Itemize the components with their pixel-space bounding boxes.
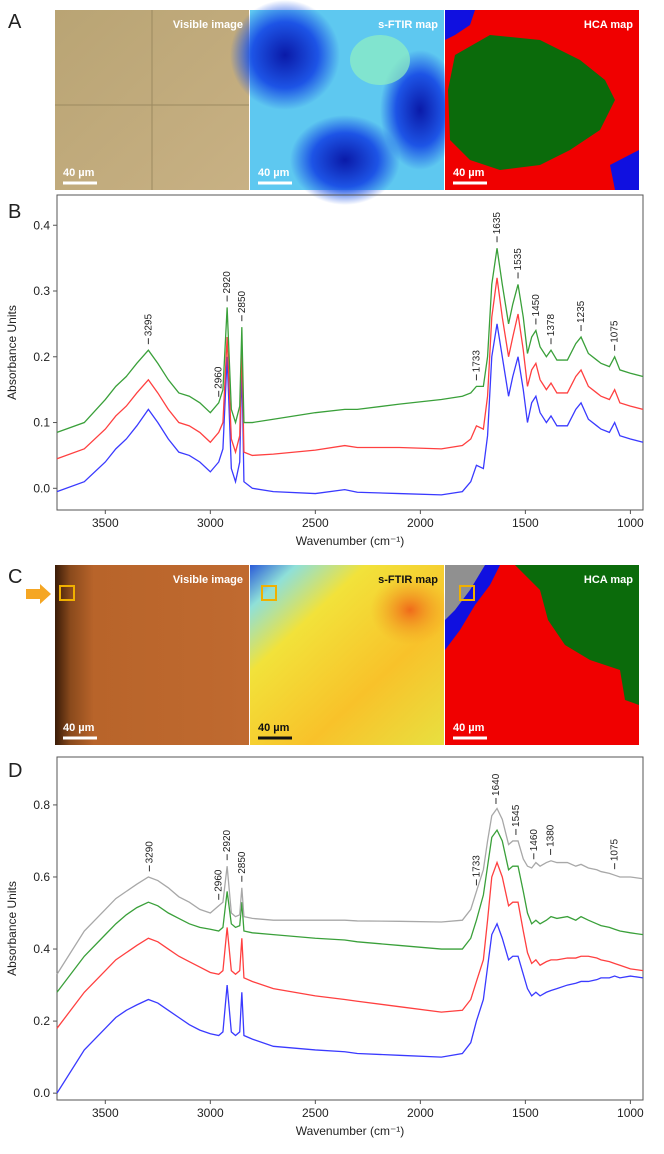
scale-bar-label: 40 µm [63, 167, 95, 179]
image-title: s-FTIR map [378, 574, 438, 586]
y-axis-title: Absorbance Units [5, 881, 19, 976]
spectrum-line [56, 860, 644, 1029]
y-tick-label: 0.1 [33, 416, 50, 430]
peak-label: 3295 [143, 314, 154, 337]
spectrum-line [56, 828, 644, 993]
plot-frame [56, 194, 644, 511]
peak-label: 1235 [576, 300, 587, 323]
plot-frame [56, 756, 644, 1101]
y-tick-label: 0.4 [33, 942, 50, 956]
peak-label: 1733 [471, 350, 482, 373]
panel-label: B [8, 201, 21, 223]
image-row-c [26, 565, 639, 745]
hca-cluster [515, 565, 639, 705]
x-tick-label: 1500 [512, 516, 539, 530]
ftir-region [370, 575, 450, 645]
x-tick-label: 3000 [197, 1106, 224, 1120]
image-labels: Visible image s-FTIR map HCA map 40 µm 4… [63, 19, 633, 740]
x-tick-label: 1500 [512, 1106, 539, 1120]
x-tick-label: 3500 [92, 516, 119, 530]
x-tick-label: 2500 [302, 516, 329, 530]
panel-label: A [8, 11, 22, 33]
y-tick-label: 0.4 [33, 218, 50, 232]
image-title: HCA map [584, 19, 633, 31]
roi-box [59, 585, 75, 601]
y-tick-label: 0.0 [33, 1086, 50, 1100]
x-axis-title: Wavenumber (cm⁻¹) [296, 1124, 405, 1138]
x-tick-label: 1000 [617, 516, 644, 530]
image-title: s-FTIR map [378, 19, 438, 31]
peak-label: 1460 [529, 829, 540, 852]
x-tick-label: 2500 [302, 1106, 329, 1120]
peak-label: 1640 [491, 773, 502, 796]
peak-label: 1733 [471, 855, 482, 878]
y-tick-label: 0.3 [33, 284, 50, 298]
visible-image [55, 565, 249, 745]
peak-label: 1380 [546, 824, 557, 847]
y-tick-label: 0.2 [33, 350, 50, 364]
ftir-region [290, 115, 400, 205]
scale-bar-label: 40 µm [453, 167, 485, 179]
hca-cluster [445, 10, 475, 40]
image-row-a [55, 0, 639, 205]
spectrum-line [56, 922, 644, 1094]
peak-label: 2850 [237, 851, 248, 874]
roi-box [261, 585, 277, 601]
x-tick-label: 3500 [92, 1106, 119, 1120]
peak-label: 1535 [513, 248, 524, 271]
image-title: HCA map [584, 574, 633, 586]
x-axis-title: Wavenumber (cm⁻¹) [296, 534, 405, 548]
x-tick-label: 2000 [407, 516, 434, 530]
y-tick-label: 0.0 [33, 481, 50, 495]
y-tick-label: 0.2 [33, 1014, 50, 1028]
roi-box [459, 585, 475, 601]
spectrum-line [56, 807, 644, 975]
x-tick-label: 3000 [197, 516, 224, 530]
arrow [26, 584, 51, 604]
scale-bar-label: 40 µm [453, 722, 485, 734]
spectrum-line [56, 248, 644, 434]
peak-label: 2850 [237, 290, 248, 313]
y-tick-label: 0.6 [33, 870, 50, 884]
scale-bar-label: 40 µm [63, 722, 95, 734]
panel-label: D [8, 760, 22, 782]
ftir-region [230, 0, 340, 110]
image-title: Visible image [173, 574, 243, 586]
spectrum-line [56, 323, 644, 496]
ftir-region [380, 50, 460, 170]
ftir-region [350, 35, 410, 85]
hca-cluster [448, 35, 615, 170]
peak-label: 2920 [222, 271, 233, 294]
peak-label: 2920 [222, 829, 233, 852]
y-axis-title: Absorbance Units [5, 305, 19, 400]
spectrum-line [56, 277, 644, 460]
peak-label: 1635 [492, 212, 503, 235]
y-tick-label: 0.8 [33, 798, 50, 812]
x-tick-label: 1000 [617, 1106, 644, 1120]
hca-cluster [445, 565, 485, 620]
scale-bar-label: 40 µm [258, 722, 290, 734]
x-tick-label: 2000 [407, 1106, 434, 1120]
peak-label: 2960 [214, 869, 225, 892]
panel-label: C [8, 566, 22, 588]
peak-label: 1450 [531, 294, 542, 317]
peak-label: 1378 [546, 314, 557, 337]
peak-label: 1545 [511, 804, 522, 827]
scale-bar-label: 40 µm [258, 167, 290, 179]
peak-label: 1075 [610, 838, 621, 861]
peak-label: 1075 [610, 320, 621, 343]
peak-label: 2960 [214, 366, 225, 389]
hca-cluster [610, 150, 639, 190]
image-title: Visible image [173, 19, 243, 31]
peak-label: 3290 [144, 841, 155, 864]
